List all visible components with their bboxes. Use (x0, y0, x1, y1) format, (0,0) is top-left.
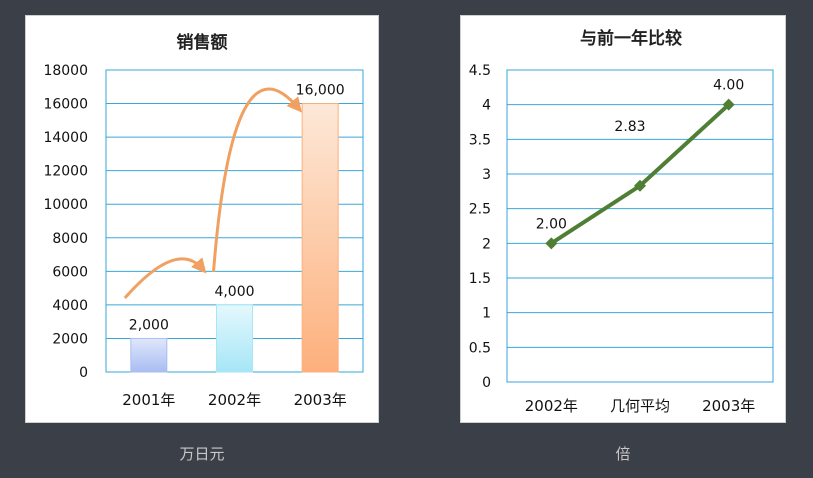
unit-caption: 万日元 (179, 445, 225, 463)
y-tick-label: 2 (482, 236, 491, 252)
data-point (722, 98, 735, 111)
data-label: 2.00 (536, 216, 567, 232)
data-point (545, 237, 558, 250)
y-tick-label: 0.5 (469, 340, 491, 356)
y-tick-label: 1.5 (469, 271, 491, 287)
y-tick-label: 2000 (52, 331, 88, 347)
yoy-chart-panel: 与前一年比较 0 0.5 1 1.5 2 2.5 3 3.5 4 4.5 2.00 2002年 2.83… (461, 16, 785, 422)
unit-caption: 倍 (615, 445, 631, 463)
y-tick-label: 0 (482, 375, 491, 391)
y-tick-label: 10000 (43, 197, 88, 213)
y-tick-label: 2.5 (469, 202, 491, 218)
y-tick-label: 1 (482, 306, 491, 322)
data-point (634, 179, 646, 192)
y-tick-label: 3 (482, 167, 491, 183)
chart-title: 与前一年比较 (580, 28, 682, 49)
growth-arrow (212, 87, 303, 273)
chart-title: 销售额 (177, 32, 228, 53)
bar (130, 337, 168, 373)
y-tick-label: 12000 (43, 164, 88, 180)
y-tick-label: 8000 (52, 231, 88, 247)
x-tick-label: 2002年 (525, 397, 578, 415)
y-tick-label: 3.5 (469, 132, 491, 148)
yoy-line-chart: 与前一年比较 0 0.5 1 1.5 2 2.5 3 3.5 4 4.5 2.00 2002年 2.83… (469, 28, 774, 415)
x-tick-label: 2003年 (702, 397, 755, 415)
x-tick-label: 2001年 (122, 391, 175, 409)
data-label: 2,000 (129, 317, 169, 333)
y-tick-label: 16000 (43, 97, 88, 113)
y-tick-label: 14000 (43, 130, 88, 146)
data-label: 2.83 (614, 119, 645, 135)
sales-chart-panel: 销售额 0 2000 4000 6000 8000 10000 12000 14000 1600… (26, 16, 378, 422)
data-label: 4,000 (214, 284, 254, 300)
sales-bar-chart: 销售额 0 2000 4000 6000 8000 10000 12000 14000 1600… (43, 32, 364, 409)
y-tick-label: 4 (482, 98, 491, 114)
y-tick-label: 18000 (43, 63, 88, 79)
data-label: 16,000 (296, 83, 345, 99)
bar (301, 103, 339, 373)
data-label: 4.00 (713, 78, 744, 94)
growth-arrow (123, 257, 207, 299)
y-tick-label: 6000 (52, 264, 88, 280)
x-tick-label: 几何平均 (610, 397, 670, 415)
x-tick-label: 2002年 (208, 391, 261, 409)
y-tick-label: 0 (79, 365, 88, 381)
y-tick-label: 4.5 (469, 63, 491, 79)
y-tick-label: 4000 (52, 298, 88, 314)
bar (216, 304, 253, 373)
plot-area (506, 69, 774, 383)
x-tick-label: 2003年 (294, 391, 347, 409)
